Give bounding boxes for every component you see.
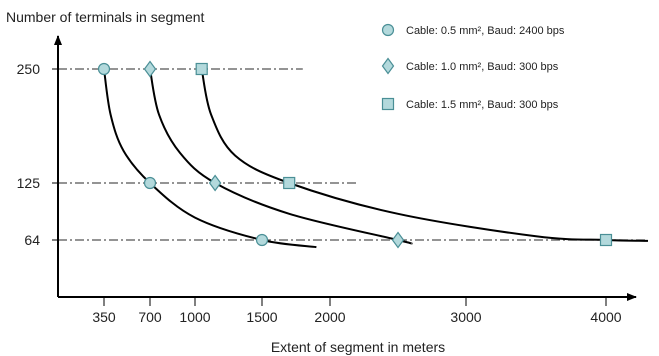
data-point-square [283, 176, 296, 190]
x-tick-label: 700 [138, 309, 162, 325]
series-curves [103, 68, 649, 249]
x-tick-label: 3000 [450, 309, 481, 325]
series-line-diamond [149, 68, 413, 245]
x-tick-label: 350 [92, 309, 116, 325]
data-point-circle [143, 176, 157, 190]
legend-marker-square [381, 97, 395, 111]
series-line-circle [103, 68, 317, 249]
x-ticks: 350 700 1000 1500 2000 3000 4000 [92, 297, 622, 325]
x-tick-label: 1000 [179, 309, 210, 325]
data-point-square [195, 62, 208, 76]
legend: Cable: 0.5 mm², Baud: 2400 bps Cable: 1.0… [381, 23, 565, 111]
legend-label: Cable: 1.5 mm², Baud: 300 bps [406, 99, 559, 111]
legend-marker-circle [381, 23, 395, 37]
data-point-circle [255, 233, 269, 247]
data-point-diamond [208, 174, 222, 192]
x-tick-label: 4000 [590, 309, 621, 325]
x-tick-label: 1500 [246, 309, 277, 325]
legend-marker-diamond [381, 57, 395, 75]
axes [54, 35, 637, 301]
x-axis-title: Extent of segment in meters [271, 339, 445, 355]
data-point-diamond [391, 231, 405, 249]
series-line-square [200, 68, 649, 242]
y-ticks: 64 125 250 [17, 61, 58, 248]
y-tick-label: 125 [17, 175, 41, 191]
y-tick-label: 250 [17, 61, 41, 77]
data-point-diamond [143, 60, 157, 78]
y-axis-title: Number of terminals in segment [6, 9, 205, 25]
reference-lines [58, 68, 648, 241]
series-markers [97, 60, 613, 249]
legend-label: Cable: 0.5 mm², Baud: 2400 bps [406, 25, 565, 37]
data-point-square [599, 233, 613, 247]
y-tick-label: 64 [24, 232, 40, 248]
legend-label: Cable: 1.0 mm², Baud: 300 bps [406, 61, 559, 73]
data-point-circle [97, 62, 111, 76]
x-tick-label: 2000 [314, 309, 345, 325]
